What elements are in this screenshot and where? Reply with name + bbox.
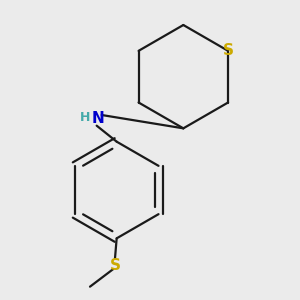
Text: S: S	[110, 257, 121, 272]
Text: S: S	[223, 43, 234, 58]
Text: H: H	[80, 111, 90, 124]
Text: N: N	[92, 111, 105, 126]
